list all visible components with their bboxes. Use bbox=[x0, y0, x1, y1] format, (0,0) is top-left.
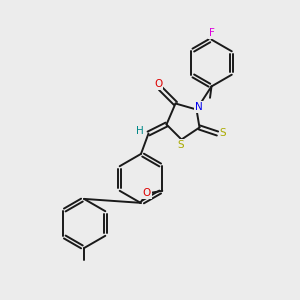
Text: S: S bbox=[178, 140, 184, 150]
Text: F: F bbox=[208, 28, 214, 38]
Text: S: S bbox=[220, 128, 226, 139]
Text: O: O bbox=[154, 79, 162, 89]
Text: O: O bbox=[142, 188, 151, 198]
Text: H: H bbox=[136, 125, 144, 136]
Text: N: N bbox=[195, 102, 203, 112]
